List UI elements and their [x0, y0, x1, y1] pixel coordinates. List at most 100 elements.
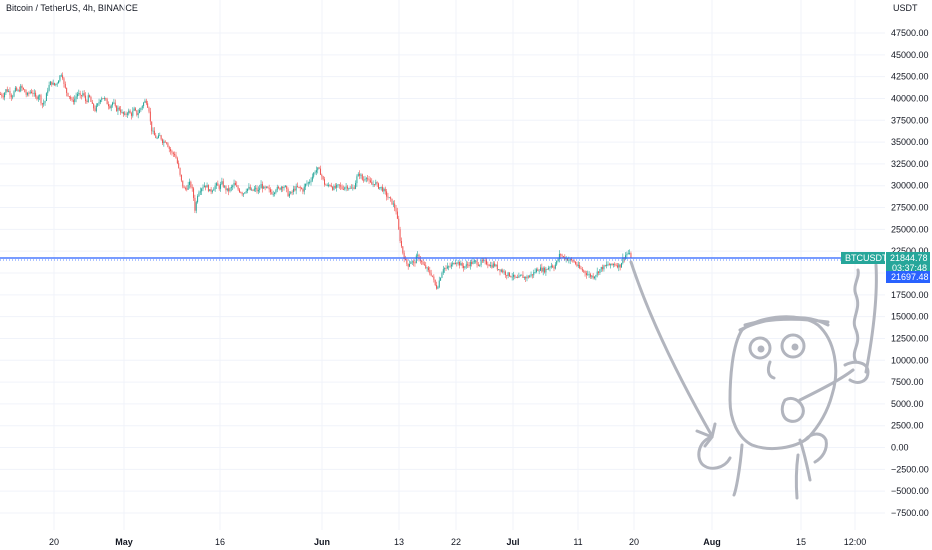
symbol-price-tag: BTCUSDT 21844.78 03:37:48 21697.48 — [841, 252, 930, 283]
candle — [76, 91, 78, 100]
candle — [607, 261, 609, 267]
price-axis[interactable]: 47500.00 45000.00 42500.00 40000.00 37500.00… — [891, 28, 929, 518]
candle — [25, 89, 27, 98]
candle — [13, 90, 15, 98]
candle — [403, 250, 405, 263]
candle — [346, 184, 348, 191]
candle — [79, 90, 81, 99]
candle — [43, 99, 45, 107]
candle — [475, 259, 477, 264]
candle — [375, 179, 377, 186]
candle — [162, 138, 163, 145]
last-price-value: 21844.78 — [890, 253, 928, 263]
sketch-raised-arm — [864, 263, 878, 374]
candle — [384, 186, 386, 195]
candle — [629, 249, 631, 255]
candle — [283, 185, 285, 191]
candle — [328, 182, 330, 188]
candle — [267, 186, 269, 189]
candle — [249, 184, 251, 191]
candle — [214, 182, 216, 192]
candle — [611, 263, 613, 266]
candle — [496, 261, 498, 272]
candle — [36, 95, 38, 101]
x-tick-label: 16 — [215, 537, 225, 547]
candle — [205, 185, 207, 191]
candle — [329, 184, 331, 187]
candle — [130, 111, 132, 120]
candle — [66, 87, 68, 97]
candle — [257, 186, 259, 195]
candle — [199, 187, 201, 195]
sketch-smoke — [852, 268, 860, 364]
y-tick-label: 15000.00 — [891, 312, 929, 322]
candle — [340, 182, 342, 191]
candle — [311, 173, 313, 183]
candle — [492, 261, 494, 269]
candle — [592, 273, 594, 280]
candle — [209, 189, 211, 192]
candle — [160, 134, 162, 141]
candle — [275, 188, 277, 195]
candle — [514, 274, 516, 280]
candle — [581, 267, 583, 273]
candle — [184, 186, 186, 191]
candle — [238, 188, 240, 194]
drawing-sketch[interactable] — [629, 260, 878, 500]
candle — [179, 167, 181, 177]
candle — [54, 82, 55, 87]
candle — [286, 185, 288, 193]
candle — [425, 262, 427, 270]
candle — [152, 127, 154, 135]
candle — [544, 266, 546, 274]
candle — [226, 188, 228, 192]
candle — [549, 266, 551, 272]
candle — [68, 96, 70, 100]
candle — [395, 204, 397, 215]
candle — [44, 100, 46, 106]
candle — [394, 200, 396, 212]
candle — [217, 180, 219, 186]
candle — [461, 261, 463, 269]
candle — [125, 111, 127, 118]
candle — [625, 252, 627, 261]
candle — [284, 185, 286, 188]
candle — [525, 276, 527, 283]
y-tick-label: 32500.00 — [891, 159, 929, 169]
y-tick-label: 2500.00 — [891, 421, 924, 431]
candle — [195, 200, 197, 214]
candle — [306, 180, 308, 186]
candle — [91, 99, 93, 105]
candle — [297, 182, 298, 188]
candle — [612, 263, 614, 268]
candle — [364, 175, 366, 182]
candle — [355, 180, 357, 190]
candle — [606, 261, 608, 269]
candle — [240, 191, 242, 194]
candle — [414, 260, 416, 267]
x-tick-label: 20 — [629, 537, 639, 547]
candle — [556, 260, 558, 266]
candle — [352, 184, 354, 191]
candle — [596, 267, 598, 278]
candle — [382, 184, 384, 193]
candle — [89, 94, 91, 98]
candle — [430, 269, 432, 277]
candle — [372, 180, 374, 188]
candle — [295, 183, 297, 195]
candle — [318, 166, 320, 170]
candle — [27, 91, 28, 97]
y-tick-label: −2500.00 — [891, 464, 929, 474]
candle — [260, 180, 262, 189]
candle — [122, 111, 124, 117]
candle — [432, 275, 433, 278]
candle — [550, 262, 552, 269]
candle — [263, 185, 265, 189]
candle — [157, 133, 159, 139]
time-axis[interactable]: 20 May 16 Jun 13 22 Jul 11 20 Aug 15 12:00 — [49, 537, 866, 547]
candle — [388, 197, 390, 199]
candle — [368, 175, 370, 184]
y-tick-label: 35000.00 — [891, 137, 929, 147]
candle — [117, 105, 119, 116]
